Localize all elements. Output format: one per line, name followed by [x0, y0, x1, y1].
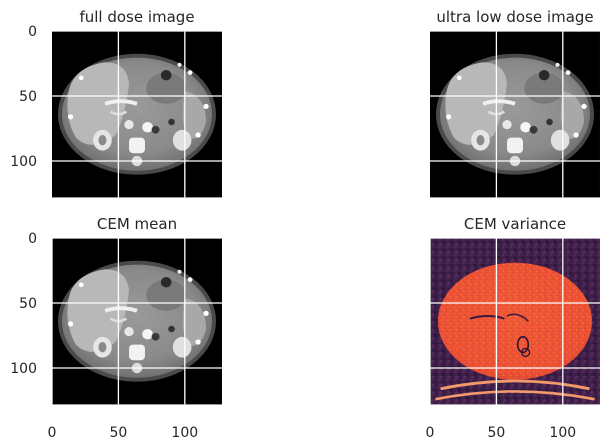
y-tick-label: 100: [10, 154, 37, 170]
panel-title: full dose image: [79, 8, 194, 26]
heatmap-image: [50, 236, 224, 407]
x-ticks: 0 50 100: [426, 425, 577, 441]
panel-ultra-low-dose-image: ultra low dose image: [428, 8, 602, 200]
x-tick-label: 50: [109, 425, 127, 441]
x-tick-label: 100: [171, 425, 198, 441]
x-tick-label: 0: [48, 425, 57, 441]
x-ticks: 0 50 100: [48, 425, 199, 441]
y-tick-label: 0: [28, 24, 37, 40]
y-tick-label: 0: [28, 231, 37, 247]
panel-cem-mean: CEM mean 0 50 100 0 50 100: [10, 215, 224, 441]
x-tick-label: 0: [426, 425, 435, 441]
panel-cem-variance: CEM variance 0 50 100: [426, 215, 602, 441]
y-ticks: 0 50 100: [10, 231, 37, 377]
x-tick-label: 100: [549, 425, 576, 441]
heatmap-image: [428, 29, 602, 200]
panel-full-dose-image: full dose image 0 50 100: [10, 8, 224, 200]
panel-title: ultra low dose image: [436, 8, 593, 26]
x-tick-label: 50: [487, 425, 505, 441]
y-tick-label: 100: [10, 361, 37, 377]
panel-title: CEM mean: [97, 215, 177, 233]
heatmap-image: [428, 236, 602, 406]
panel-title: CEM variance: [464, 215, 566, 233]
y-tick-label: 50: [19, 296, 37, 312]
y-tick-label: 50: [19, 89, 37, 105]
heatmap-image: [50, 29, 224, 200]
y-ticks: 0 50 100: [10, 24, 37, 170]
